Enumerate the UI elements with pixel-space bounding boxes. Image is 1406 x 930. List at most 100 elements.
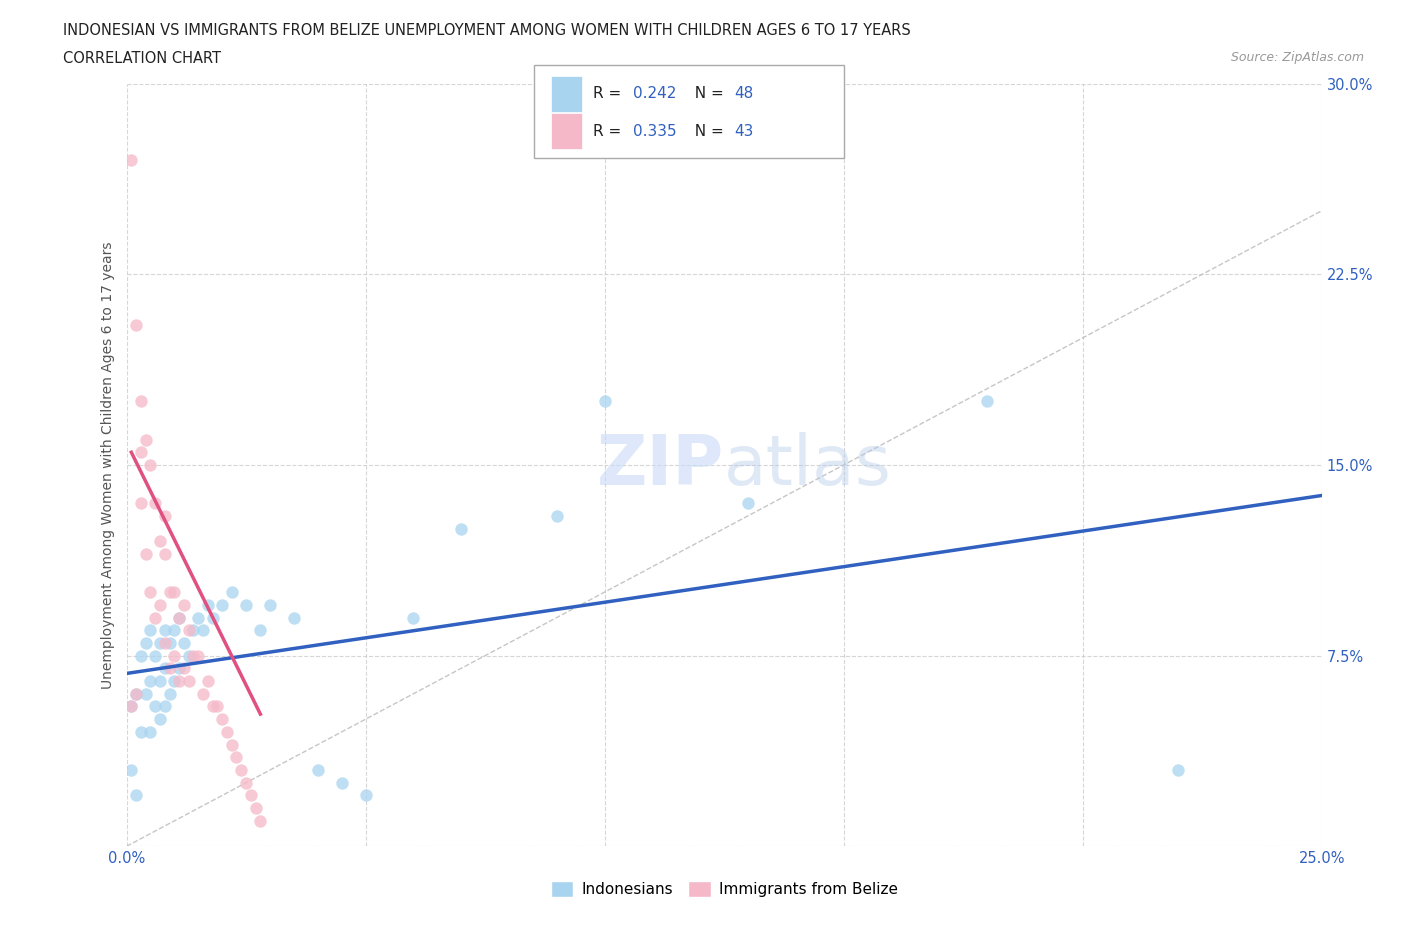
Point [546, 509, 568, 524]
Point [201, 610, 224, 625]
Point [143, 699, 166, 714]
Point [167, 610, 190, 625]
Point [153, 661, 176, 676]
Point [159, 661, 181, 676]
Point [330, 776, 353, 790]
Point [239, 788, 262, 803]
Point [135, 547, 157, 562]
Point [249, 623, 271, 638]
Point [191, 623, 214, 638]
Point [191, 686, 214, 701]
Point [135, 686, 157, 701]
Point [120, 699, 142, 714]
Text: CORRELATION CHART: CORRELATION CHART [63, 51, 221, 66]
Point [149, 597, 172, 612]
Point [143, 496, 166, 511]
Point [235, 776, 257, 790]
Point [221, 737, 243, 752]
Point [149, 534, 172, 549]
Point [354, 788, 377, 803]
Point [211, 597, 233, 612]
Point [139, 724, 162, 739]
Point [129, 496, 152, 511]
Point [129, 445, 152, 459]
Text: Source: ZipAtlas.com: Source: ZipAtlas.com [1230, 51, 1364, 64]
Point [120, 153, 142, 167]
Point [153, 509, 176, 524]
Text: atlas: atlas [724, 432, 891, 498]
Text: 48: 48 [734, 86, 754, 101]
Point [245, 801, 267, 816]
Point [187, 610, 209, 625]
Point [135, 635, 157, 650]
Point [163, 585, 186, 600]
Point [159, 635, 181, 650]
Point [125, 686, 148, 701]
Point [249, 814, 271, 829]
Point [120, 699, 142, 714]
Point [125, 686, 148, 701]
Point [1167, 763, 1189, 777]
Point [173, 661, 195, 676]
Point [129, 724, 152, 739]
Point [149, 711, 172, 726]
Point [173, 597, 195, 612]
Text: INDONESIAN VS IMMIGRANTS FROM BELIZE UNEMPLOYMENT AMONG WOMEN WITH CHILDREN AGES: INDONESIAN VS IMMIGRANTS FROM BELIZE UNE… [63, 23, 911, 38]
Point [450, 521, 472, 536]
Y-axis label: Unemployment Among Women with Children Ages 6 to 17 years: Unemployment Among Women with Children A… [101, 241, 115, 689]
Text: 0.242: 0.242 [633, 86, 676, 101]
Text: 43: 43 [734, 124, 754, 139]
Text: N =: N = [685, 124, 728, 139]
Point [139, 585, 162, 600]
Point [163, 648, 186, 663]
Point [187, 648, 209, 663]
Point [153, 623, 176, 638]
Point [402, 610, 425, 625]
Point [307, 763, 329, 777]
Point [211, 711, 233, 726]
Point [167, 661, 190, 676]
Point [153, 699, 176, 714]
Point [163, 673, 186, 688]
Point [159, 585, 181, 600]
Point [135, 432, 157, 447]
Point [159, 686, 181, 701]
Point [167, 673, 190, 688]
Point [163, 623, 186, 638]
Point [129, 394, 152, 409]
Point [235, 597, 257, 612]
Point [225, 750, 247, 764]
Point [149, 673, 172, 688]
Point [125, 788, 148, 803]
Point [177, 648, 200, 663]
Point [259, 597, 281, 612]
Point [207, 699, 229, 714]
Point [976, 394, 998, 409]
Point [177, 673, 200, 688]
Point [153, 547, 176, 562]
Text: ZIP: ZIP [596, 432, 724, 498]
Text: R =: R = [593, 86, 627, 101]
Point [167, 610, 190, 625]
Point [139, 673, 162, 688]
Point [221, 585, 243, 600]
Point [201, 699, 224, 714]
Point [153, 635, 176, 650]
Point [593, 394, 616, 409]
Text: N =: N = [685, 86, 728, 101]
Point [183, 648, 205, 663]
Point [139, 458, 162, 472]
Point [197, 597, 219, 612]
Point [129, 648, 152, 663]
Point [177, 623, 200, 638]
Text: R =: R = [593, 124, 627, 139]
Point [173, 635, 195, 650]
Point [125, 318, 148, 333]
Point [737, 496, 759, 511]
Point [120, 763, 142, 777]
Point [143, 648, 166, 663]
Point [197, 673, 219, 688]
Point [183, 623, 205, 638]
Point [283, 610, 305, 625]
Point [149, 635, 172, 650]
